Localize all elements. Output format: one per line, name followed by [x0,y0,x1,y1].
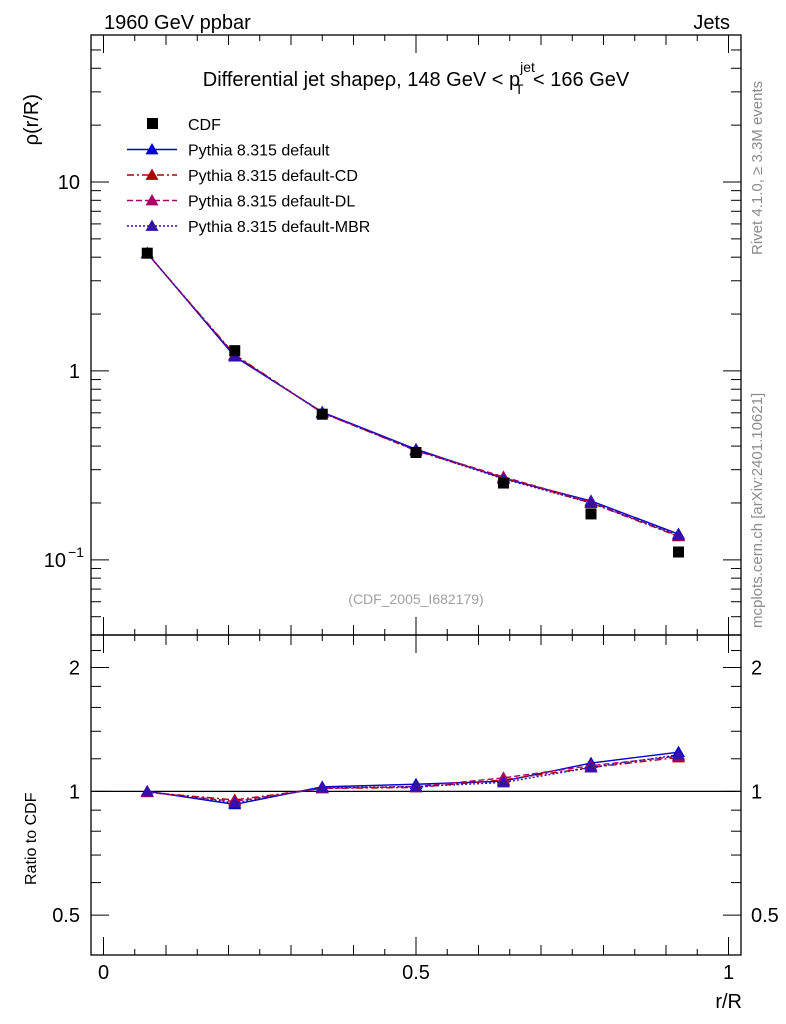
ratio-tick-label-left: 0.5 [52,905,80,927]
legend: CDF Pythia 8.315 default Pythia 8.315 defa… [127,117,370,236]
ratio-series-marker-3 [409,780,423,792]
ratio-tick-label-right: 2 [751,658,762,680]
title-superscript: jet [519,59,535,75]
title-prefix: Differential jet shapeρ, 148 GeV < p [203,69,520,91]
ratio-series-marker-3 [228,796,242,808]
ratio-tick-label-right: 0.5 [751,905,779,927]
cdf-data-point [141,247,153,259]
ratio-series-marker-3 [140,784,154,797]
ratio-tick-label-right: 1 [751,781,762,803]
ratio-series-marker-3 [672,748,685,760]
process-label: Jets [693,12,730,34]
legend-cdf-marker [147,118,158,129]
series-marker-3 [672,528,685,541]
x-tick-label: 0 [98,962,109,984]
y-tick-label: 10 [44,550,66,572]
analysis-id: (CDF_2005_I682179) [348,591,483,607]
cdf-data-point [498,477,509,489]
title-subscript: T [515,81,524,97]
cdf-data-point [229,345,241,357]
rivet-label: Rivet 4.1.0, ≥ 3.3M events [749,81,766,255]
legend-label-0: Pythia 8.315 default [188,143,330,160]
legend-marker-3 [145,219,159,231]
ratio-y-axis-label: Ratio to CDF [23,792,40,885]
ratio-series-marker-3 [315,781,329,793]
legend-cdf-label: CDF [188,117,221,134]
cdf-data-point [316,408,328,420]
ratio-series-marker-3 [584,761,598,773]
legend-label-2: Pythia 8.315 default-DL [188,194,355,211]
ratio-series-marker-3 [497,775,510,788]
plot-title: Differential jet shapeρ, 148 GeV < pjet T… [203,59,630,97]
title-suffix: < 166 GeV [527,69,629,91]
cdf-data-point [410,446,422,458]
ratio-tick-label-left: 2 [69,658,80,680]
legend-label-1: Pythia 8.315 default-CD [188,168,358,185]
y-tick-exponent: −1 [68,544,84,560]
x-tick-label: 0.5 [402,962,430,984]
legend-label-3: Pythia 8.315 default-MBR [188,219,370,236]
legend-marker-1 [145,168,159,180]
cdf-data-group [141,247,684,558]
ratio-plot-panel: 0 0.5 1 0.5 0.5 1 1 2 2 [52,634,779,984]
y-tick-label: 1 [69,361,80,383]
x-axis-label: r/R [715,991,742,1013]
series-marker-3 [584,496,598,508]
x-tick-label: 1 [723,962,734,984]
legend-marker-0 [145,143,159,155]
ratio-tick-label-left: 1 [69,781,80,803]
mcplots-label: mcplots.cern.ch [arXiv:2401.10621] [749,393,766,628]
beam-label: 1960 GeV ppbar [104,12,251,34]
ratio-series-group [140,745,685,810]
cdf-data-point [673,546,684,558]
y-tick-label: 10 [58,172,80,194]
cdf-data-point [585,508,597,520]
legend-marker-2 [145,194,159,206]
y-axis-label: ρ(r/R) [21,94,43,145]
